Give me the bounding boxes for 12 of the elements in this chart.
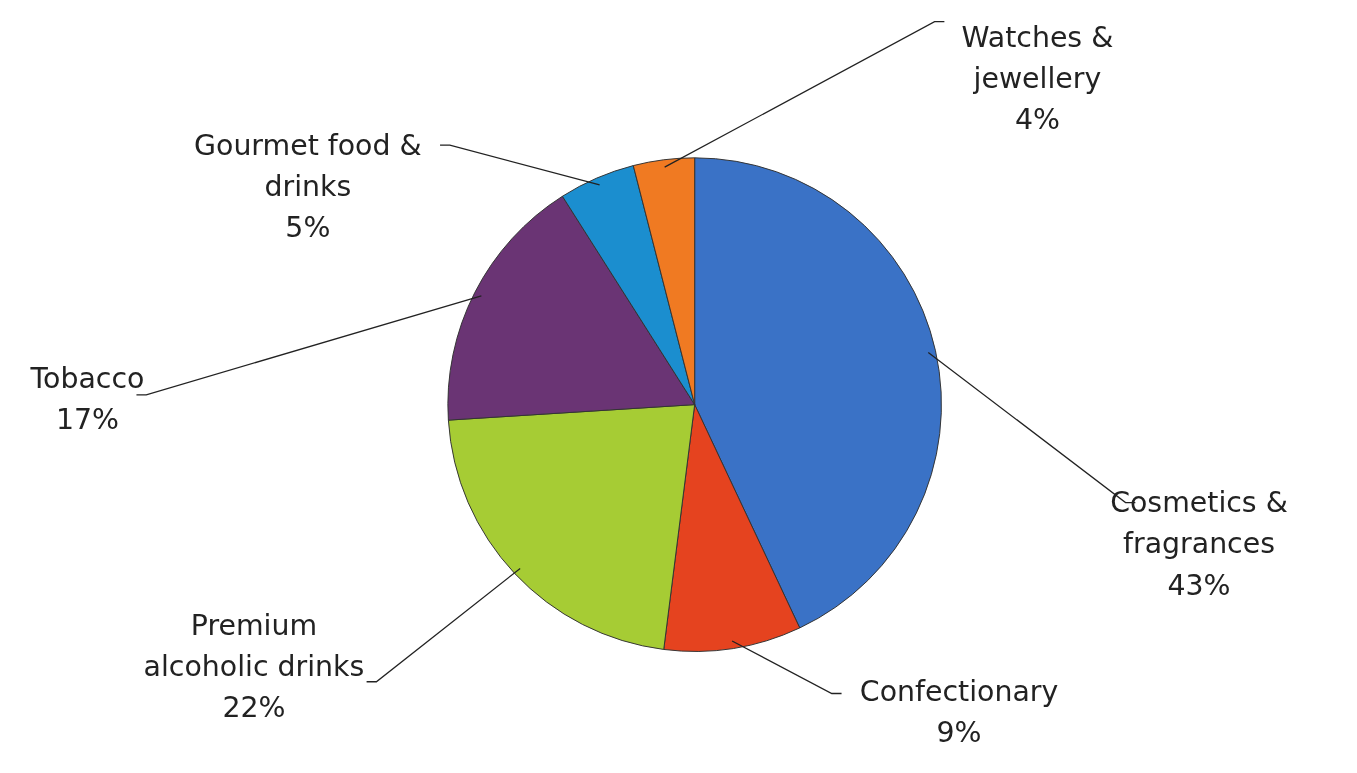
data-label: 5% — [285, 211, 331, 245]
data-label: 4% — [1014, 103, 1060, 137]
data-label: 43% — [1167, 568, 1231, 602]
data-label: 17% — [55, 403, 120, 437]
data-label: 9% — [936, 716, 982, 750]
slice-label: Confectionary — [859, 675, 1059, 709]
slice-label: Tobacco — [29, 361, 145, 395]
slice-label: Cosmetics & fragrances — [1110, 486, 1288, 561]
slice-label: Gourmet food & drinks — [194, 128, 422, 204]
slice-label: Premium alcoholic drinks — [143, 608, 365, 683]
slice-label: Watches & jewellery — [961, 21, 1114, 96]
data-label: 22% — [222, 691, 286, 725]
